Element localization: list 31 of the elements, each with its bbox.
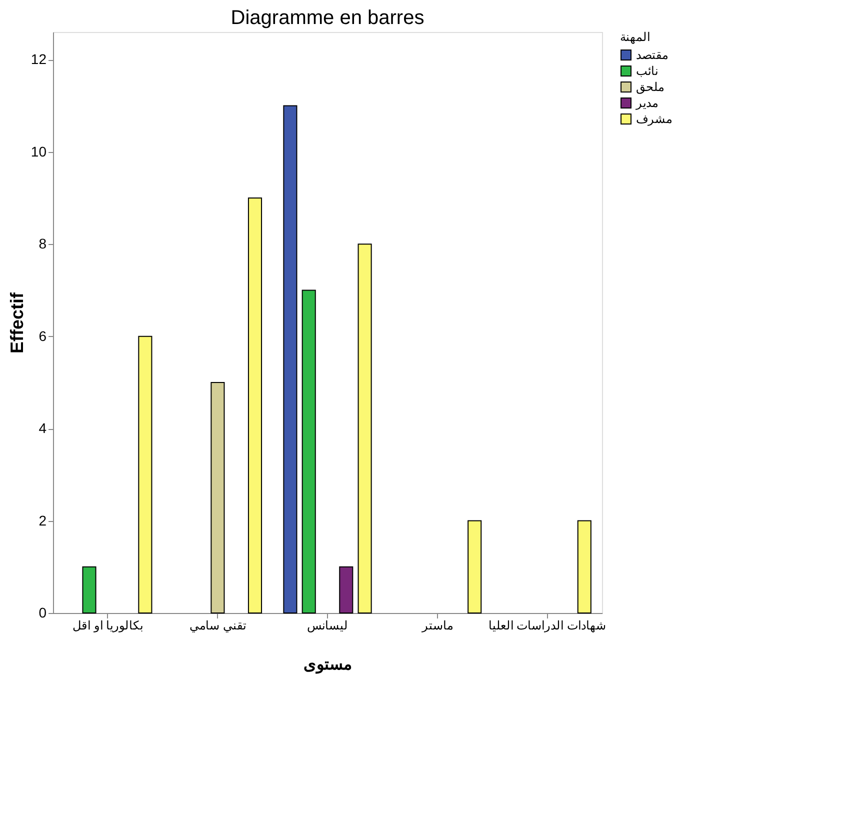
bar	[138, 336, 152, 614]
y-tick-label: 0	[38, 604, 47, 620]
legend-label: مدير	[635, 96, 658, 110]
x-axis-title: مستوى	[304, 656, 352, 674]
x-tick-label: تقني سامي	[190, 618, 246, 632]
bar	[339, 566, 354, 614]
x-tick-label: بكالوريا او اقل	[72, 618, 144, 632]
y-tick-label: 2	[38, 512, 47, 528]
legend-label: ملحق	[636, 80, 664, 94]
chart-title: Diagramme en barres	[230, 7, 424, 29]
bar	[210, 382, 225, 614]
x-tick-label: شهادات الدراسات العليا	[488, 618, 606, 632]
legend-label: مشرف	[636, 112, 672, 126]
bar	[248, 198, 262, 614]
y-tick-label: 12	[30, 51, 47, 68]
bar	[302, 290, 316, 614]
y-tick-label: 10	[30, 143, 47, 160]
y-tick-label: 4	[38, 420, 47, 436]
y-tick-label: 8	[38, 236, 47, 252]
y-axis-title: Effectif	[6, 291, 27, 354]
legend-title: المهنة	[620, 30, 650, 44]
x-tick-label: ليسانس	[307, 618, 348, 632]
bar	[577, 520, 592, 614]
bar	[468, 520, 482, 614]
bar	[358, 244, 372, 614]
legend-label: مقتصد	[636, 48, 668, 62]
legend-label: نائب	[636, 64, 658, 78]
y-tick-label: 6	[38, 328, 47, 344]
x-tick-label: ماستر	[420, 618, 453, 632]
bar	[82, 566, 96, 614]
bar	[283, 105, 298, 614]
